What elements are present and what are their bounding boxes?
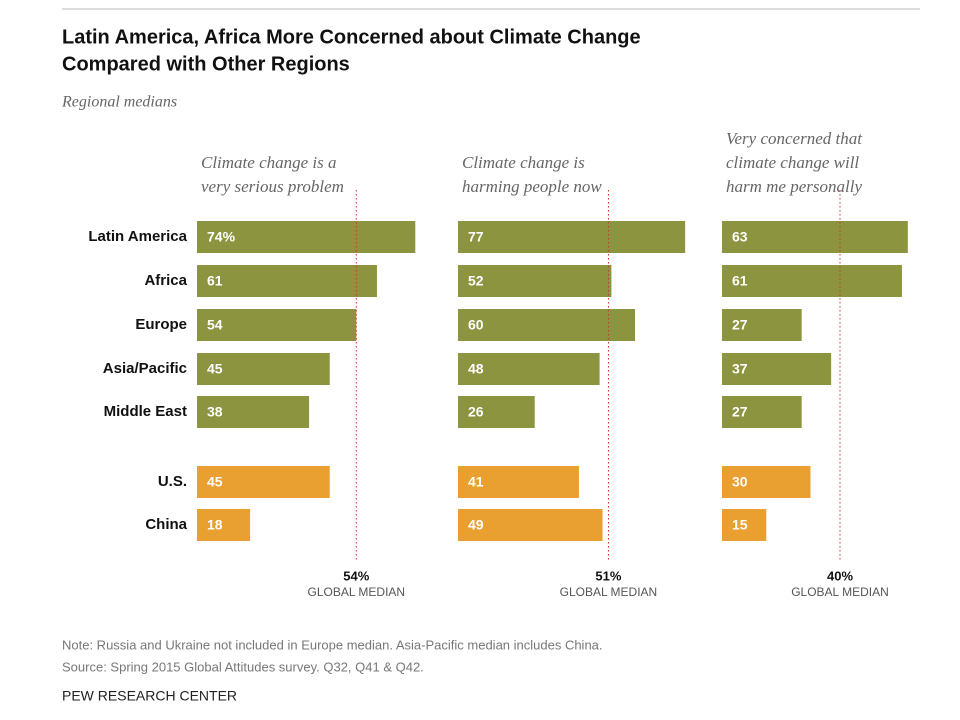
bar xyxy=(197,309,357,341)
category-label: U.S. xyxy=(158,473,187,490)
bar xyxy=(197,509,251,541)
bar xyxy=(197,466,330,498)
bar xyxy=(458,221,686,253)
note: Note: Russia and Ukraine not included in… xyxy=(62,637,603,652)
value-label: 48 xyxy=(468,361,484,377)
value-label: 60 xyxy=(468,317,484,333)
value-label: 26 xyxy=(468,404,484,420)
bar xyxy=(722,466,811,498)
bar xyxy=(197,396,310,428)
panel-title: Very concerned that xyxy=(726,129,863,148)
panel-title: Climate change is xyxy=(462,153,585,172)
value-label: 15 xyxy=(732,517,748,533)
bar xyxy=(722,396,802,428)
category-label: Latin America xyxy=(88,228,187,245)
value-label: 38 xyxy=(207,404,223,420)
bar xyxy=(722,509,767,541)
value-label: 18 xyxy=(207,517,223,533)
chart-title: Latin America, Africa More Concerned abo… xyxy=(62,26,641,48)
median-caption: GLOBAL MEDIAN xyxy=(791,585,889,599)
category-label: Asia/Pacific xyxy=(103,360,187,377)
source: Source: Spring 2015 Global Attitudes sur… xyxy=(62,659,424,674)
category-label: China xyxy=(145,516,187,533)
value-label: 30 xyxy=(732,474,748,490)
value-label: 61 xyxy=(207,273,223,289)
value-label: 61 xyxy=(732,273,748,289)
value-label: 45 xyxy=(207,361,223,377)
value-label: 52 xyxy=(468,273,484,289)
bar xyxy=(722,221,908,253)
bar xyxy=(458,265,612,297)
value-label: 63 xyxy=(732,229,748,245)
value-label: 49 xyxy=(468,517,484,533)
value-label: 27 xyxy=(732,317,748,333)
panel-title: harming people now xyxy=(462,177,602,196)
median-caption: GLOBAL MEDIAN xyxy=(308,585,406,599)
value-label: 27 xyxy=(732,404,748,420)
value-label: 74% xyxy=(207,229,236,245)
bar xyxy=(197,221,416,253)
chart-title: Compared with Other Regions xyxy=(62,53,350,75)
panel-title: very serious problem xyxy=(201,177,344,196)
value-label: 45 xyxy=(207,474,223,490)
panel-title: Climate change is a xyxy=(201,153,337,172)
bar xyxy=(458,309,635,341)
value-label: 54 xyxy=(207,317,223,333)
median-label: 54% xyxy=(343,568,369,583)
bar xyxy=(197,265,377,297)
bar xyxy=(197,353,330,385)
category-label: Middle East xyxy=(104,403,187,420)
median-caption: GLOBAL MEDIAN xyxy=(560,585,658,599)
panel-title: harm me personally xyxy=(726,177,862,196)
bar xyxy=(722,353,832,385)
panel-title: climate change will xyxy=(726,153,859,172)
bar xyxy=(458,509,603,541)
value-label: 41 xyxy=(468,474,484,490)
category-label: Europe xyxy=(135,316,187,333)
bar xyxy=(722,265,902,297)
bar xyxy=(458,353,600,385)
bar xyxy=(458,396,535,428)
median-label: 40% xyxy=(827,568,853,583)
footer: PEW RESEARCH CENTER xyxy=(62,688,237,704)
bar xyxy=(722,309,802,341)
subtitle: Regional medians xyxy=(61,94,177,111)
value-label: 77 xyxy=(468,229,484,245)
bar xyxy=(458,466,579,498)
value-label: 37 xyxy=(732,361,748,377)
category-label: Africa xyxy=(144,272,187,289)
median-label: 51% xyxy=(595,568,621,583)
